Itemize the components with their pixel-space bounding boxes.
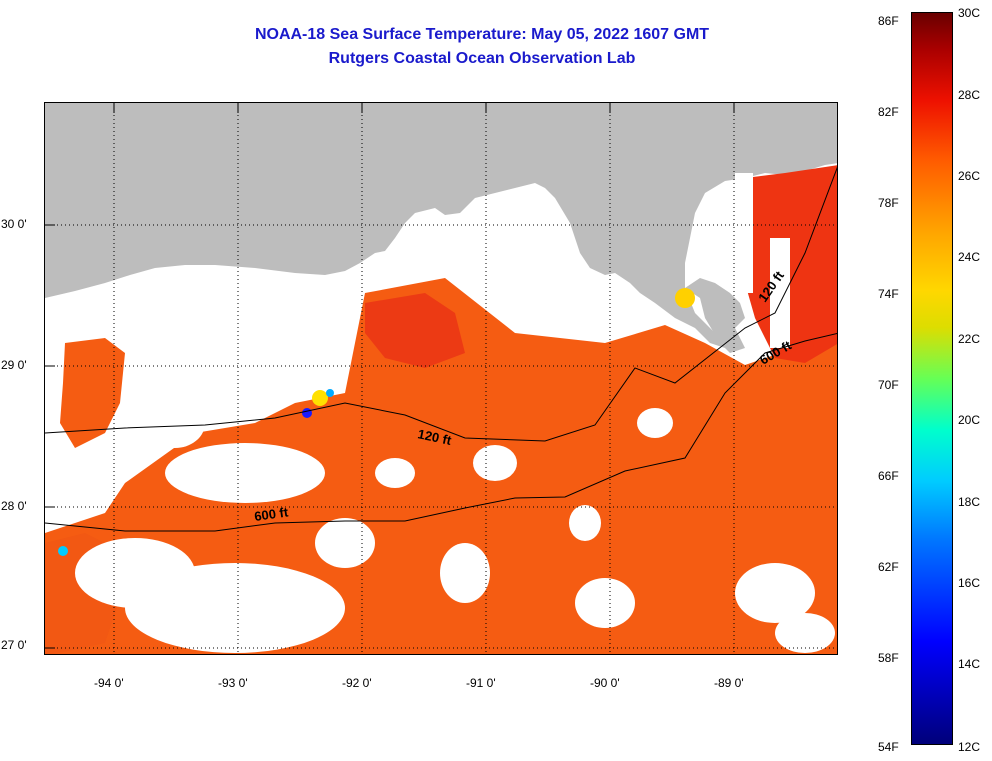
colorbar-c-28: 28C (958, 88, 981, 102)
axis-ticks (45, 103, 735, 649)
sst-map: 120 ft 120 ft 600 ft 600 ft (44, 102, 838, 655)
colorbar-c-18: 18C (958, 495, 981, 509)
colorbar-f-74: 74F (878, 287, 899, 301)
delta-land (685, 278, 745, 353)
no-data-patches (75, 173, 835, 653)
lon-label-93: -93 0' (218, 676, 248, 690)
colorbar-f-70: 70F (878, 378, 899, 392)
temperature-colorbar (911, 12, 953, 745)
map-subtitle: Rutgers Coastal Ocean Observation Lab (328, 50, 636, 67)
lat-label-27: 27 0' (1, 638, 27, 652)
colorbar-f-66: 66F (878, 469, 899, 483)
map-grid (45, 103, 837, 654)
colorbar-c-14: 14C (958, 657, 981, 671)
colorbar-f-78: 78F (878, 196, 899, 210)
colorbar-f-82: 82F (878, 105, 899, 119)
sst-water-coastal (365, 293, 465, 368)
lon-label-90: -90 0' (590, 676, 620, 690)
colorbar-c-12: 12C (958, 740, 981, 754)
lon-label-89: -89 0' (714, 676, 744, 690)
colorbar-c-24: 24C (958, 250, 981, 264)
lat-label-28: 28 0' (1, 499, 27, 513)
contour-label-600-west: 600 ft (253, 504, 289, 524)
contour-label-120-west: 120 ft (416, 426, 453, 448)
sst-water-main (45, 278, 837, 654)
lat-label-29: 29 0' (1, 358, 27, 372)
contour-120ft (45, 166, 837, 442)
sst-water-west (60, 338, 125, 448)
colorbar-c-26: 26C (958, 169, 981, 183)
colorbar-f-62: 62F (878, 560, 899, 574)
contour-600ft (45, 332, 837, 532)
lon-label-94: -94 0' (94, 676, 124, 690)
colorbar-c-30: 30C (958, 6, 981, 20)
colorbar-f-58: 58F (878, 651, 899, 665)
land-area (45, 103, 837, 348)
colorbar-f-54: 54F (878, 740, 899, 754)
colorbar-f-86: 86F (878, 14, 899, 28)
lon-label-91: -91 0' (466, 676, 496, 690)
lat-label-30: 30 0' (1, 217, 27, 231)
colorbar-c-16: 16C (958, 576, 981, 590)
map-title: NOAA-18 Sea Surface Temperature: May 05,… (254, 26, 710, 43)
colorbar-c-20: 20C (958, 413, 981, 427)
colorbar-c-22: 22C (958, 332, 981, 346)
lon-label-92: -92 0' (342, 676, 372, 690)
